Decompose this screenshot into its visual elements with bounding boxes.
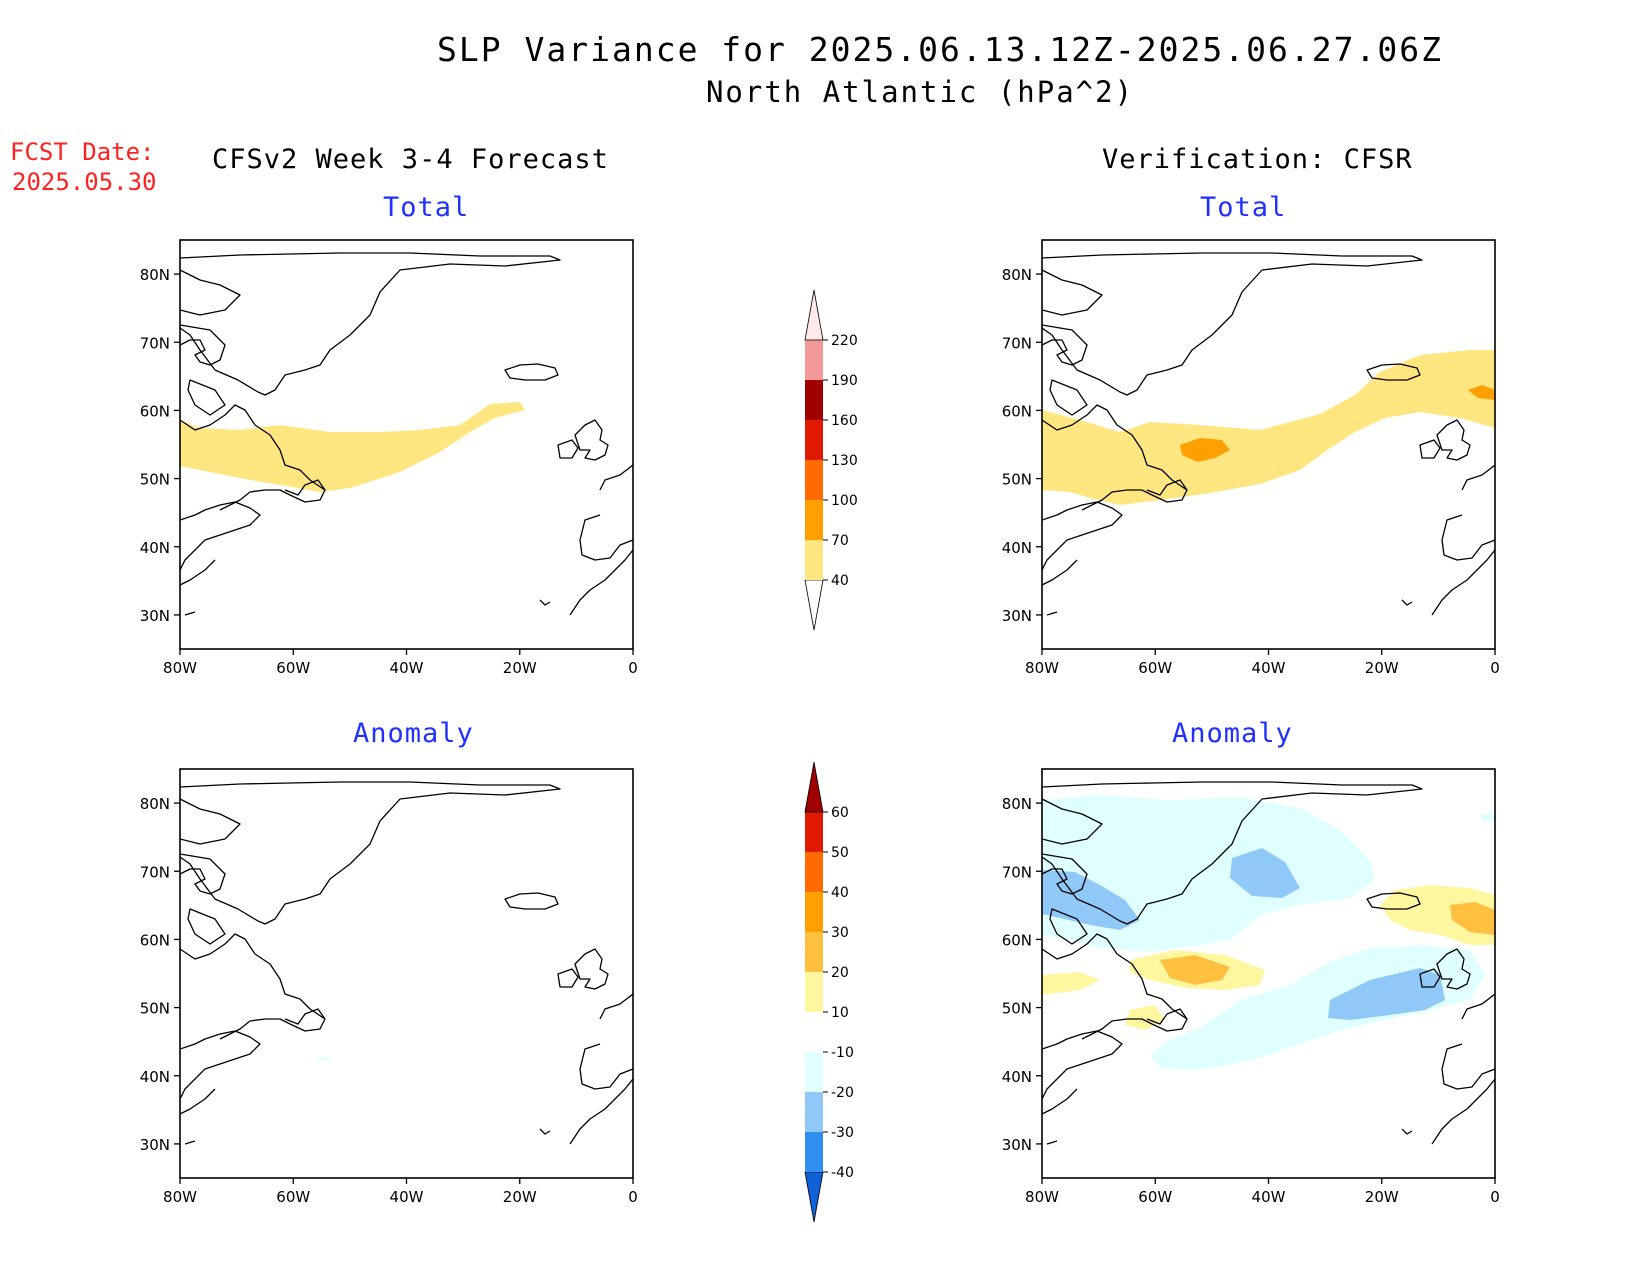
forecast-anomaly-lon-label: 0 [628, 1188, 638, 1206]
total-colorbar-label: 70 [831, 533, 849, 549]
forecast-total-map [179, 239, 634, 650]
total-colorbar-label: 220 [831, 333, 858, 349]
anomaly-colorbar-segment [805, 852, 823, 892]
chart-title: SLP Variance for 2025.06.13.12Z-2025.06.… [437, 30, 1443, 69]
forecast-anomaly-lon-label: 20W [503, 1188, 537, 1206]
verification-total-lon-label: 40W [1252, 659, 1286, 677]
anomaly-colorbar-label: 30 [831, 925, 849, 941]
anomaly-colorbar-label: -20 [831, 1085, 854, 1101]
anomaly-colorbar-segment [805, 1052, 823, 1092]
forecast-anomaly-lat-label: 60N [140, 931, 170, 949]
verification-anomaly-lat-label: 40N [1002, 1068, 1032, 1086]
verification-anomaly-lat-label: 70N [1002, 863, 1032, 881]
verification-total-lat-label: 50N [1002, 471, 1032, 489]
verification-anomaly-lat-label: 30N [1002, 1136, 1032, 1154]
forecast-anomaly-lon-label: 80W [163, 1188, 197, 1206]
forecast-column-heading: CFSv2 Week 3-4 Forecast [212, 144, 609, 175]
anomaly-colorbar-segment [804, 1171, 824, 1223]
total-colorbar-label: 40 [831, 573, 849, 589]
total-colorbar-segment [805, 540, 823, 580]
forecast-total-lat-label: 40N [140, 539, 170, 557]
forecast-total-lon-label: 80W [163, 659, 197, 677]
total-colorbar-segment [805, 500, 823, 540]
forecast-total-lat-label: 70N [140, 334, 170, 352]
total-colorbar-label: 100 [831, 493, 858, 509]
forecast-total-lat-label: 30N [140, 607, 170, 625]
verification-anomaly-lon-label: 60W [1138, 1188, 1172, 1206]
total-colorbar-label: 190 [831, 373, 858, 389]
total-colorbar-segment [804, 289, 824, 341]
anomaly-colorbar-segment [805, 1092, 823, 1132]
forecast-total-lat-label: 50N [140, 471, 170, 489]
forecast-anomaly-lat-label: 40N [140, 1068, 170, 1086]
forecast-anomaly-lat-label: 50N [140, 1000, 170, 1018]
anomaly-colorbar-label: -10 [831, 1045, 854, 1061]
forecast-total-lat-label: 80N [140, 266, 170, 284]
forecast-total-lat-label: 60N [140, 402, 170, 420]
forecast-anomaly-lat-label: 80N [140, 795, 170, 813]
total-colorbar-label: 130 [831, 453, 858, 469]
fcst-date-value: 2025.05.30 [12, 168, 157, 196]
verification-total-map [1041, 239, 1496, 650]
chart-subtitle: North Atlantic (hPa^2) [705, 75, 1135, 109]
verification-total-lat-label: 60N [1002, 402, 1032, 420]
verification-anomaly-lon-label: 20W [1365, 1188, 1399, 1206]
total-colorbar-segment [805, 460, 823, 500]
verification-anomaly-lon-label: 80W [1025, 1188, 1059, 1206]
anomaly-colorbar-segment [805, 1132, 823, 1172]
anomaly-colorbar-segment [805, 812, 823, 852]
verification-total-lat-label: 30N [1002, 607, 1032, 625]
anomaly-colorbar-label: 40 [831, 885, 849, 901]
verification-anomaly-lat-label: 60N [1002, 931, 1032, 949]
total-colorbar-segment [805, 340, 823, 380]
anomaly-colorbar-label: 60 [831, 805, 849, 821]
forecast-total-lon-label: 60W [276, 659, 310, 677]
anomaly-colorbar-segment [804, 761, 824, 813]
verification-total-lat-label: 40N [1002, 539, 1032, 557]
verification-total-lat-label: 70N [1002, 334, 1032, 352]
map-axes: 80N 70N 60N 50N 40N 30N 80W 60W 40W 20W 0 80N 70N 60N… [140, 266, 1500, 1206]
forecast-total-subtitle: Total [383, 192, 470, 223]
total-colorbar: 40 70 100 130 160 190 220 [804, 289, 858, 631]
forecast-anomaly-map [179, 768, 634, 1179]
fcst-date-label: FCST Date: [10, 138, 155, 166]
anomaly-colorbar-segment [805, 1012, 823, 1052]
anomaly-colorbar-label: 50 [831, 845, 849, 861]
verification-total-lat-label: 80N [1002, 266, 1032, 284]
verification-anomaly-subtitle: Anomaly [1172, 718, 1293, 749]
total-colorbar-segment [804, 579, 824, 631]
anomaly-colorbar-segment [805, 972, 823, 1012]
forecast-anomaly-lat-label: 30N [140, 1136, 170, 1154]
anomaly-colorbar-label: -30 [831, 1125, 854, 1141]
total-colorbar-segment [805, 420, 823, 460]
anomaly-colorbar-segment [805, 892, 823, 932]
total-colorbar-label: 160 [831, 413, 858, 429]
forecast-total-lon-label: 0 [628, 659, 638, 677]
forecast-anomaly-lon-label: 60W [276, 1188, 310, 1206]
verification-total-lon-label: 20W [1365, 659, 1399, 677]
verification-total-lon-label: 80W [1025, 659, 1059, 677]
verification-total-subtitle: Total [1200, 192, 1287, 223]
verification-anomaly-lat-label: 50N [1002, 1000, 1032, 1018]
forecast-total-lon-label: 20W [503, 659, 537, 677]
verification-total-lon-label: 0 [1490, 659, 1500, 677]
anomaly-colorbar: -40 -30 -20 -10 10 20 30 40 50 60 [804, 761, 854, 1223]
verification-anomaly-lat-label: 80N [1002, 795, 1032, 813]
anomaly-colorbar-label: 10 [831, 1005, 849, 1021]
forecast-anomaly-subtitle: Anomaly [353, 718, 474, 749]
forecast-anomaly-lon-label: 40W [390, 1188, 424, 1206]
verification-total-lon-label: 60W [1138, 659, 1172, 677]
verification-anomaly-lon-label: 40W [1252, 1188, 1286, 1206]
anomaly-colorbar-label: -40 [831, 1165, 854, 1181]
verification-anomaly-lon-label: 0 [1490, 1188, 1500, 1206]
verification-column-heading: Verification: CFSR [1102, 144, 1413, 175]
anomaly-colorbar-label: 20 [831, 965, 849, 981]
forecast-total-lon-label: 40W [390, 659, 424, 677]
verification-anomaly-map [1041, 768, 1496, 1179]
total-colorbar-segment [805, 380, 823, 420]
anomaly-colorbar-segment [805, 932, 823, 972]
forecast-anomaly-lat-label: 70N [140, 863, 170, 881]
